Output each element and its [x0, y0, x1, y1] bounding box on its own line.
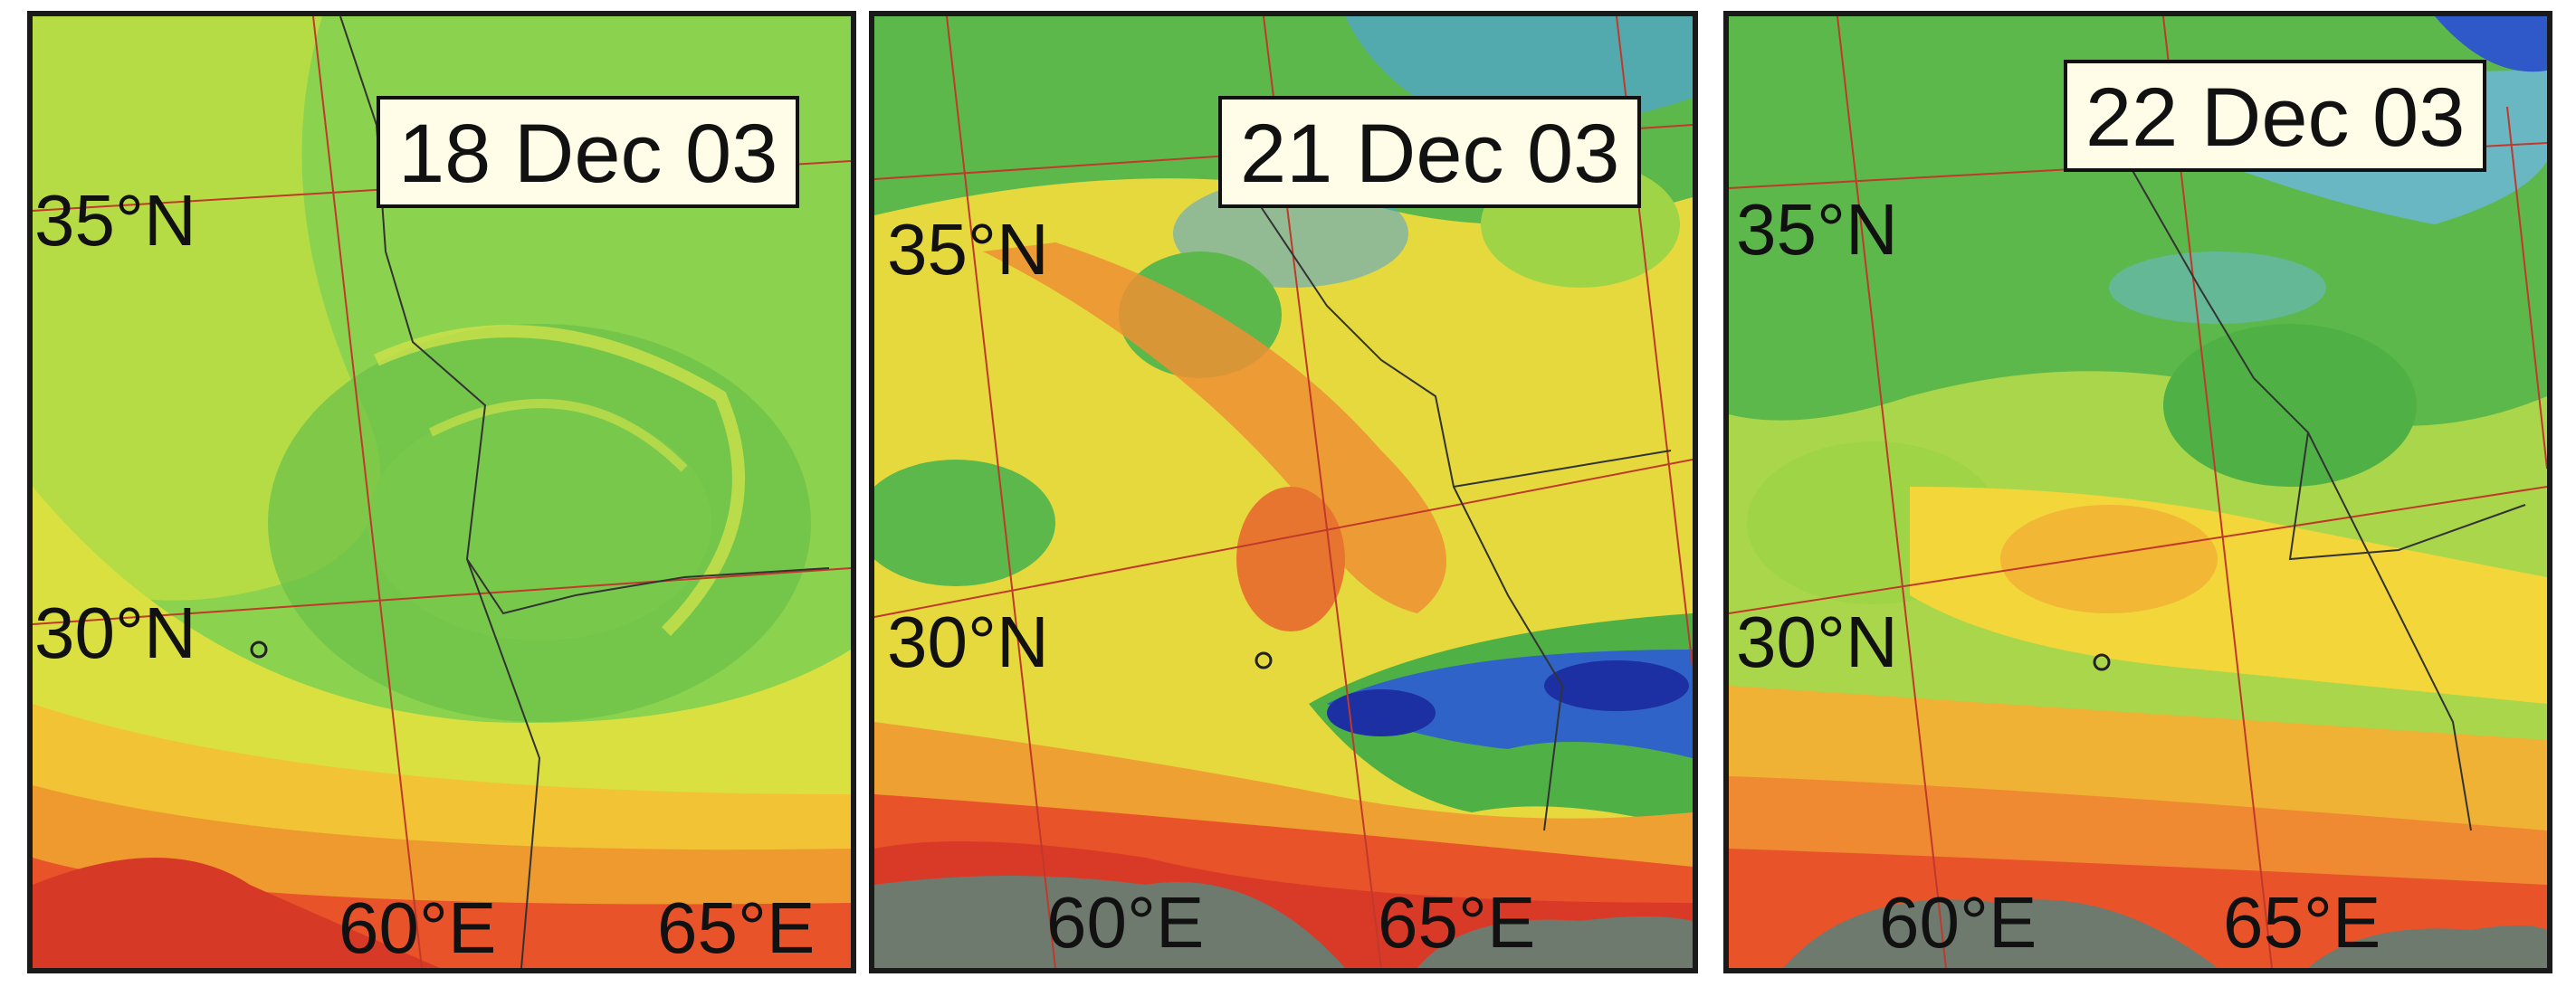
- satellite-panel-3: 22 Dec 03 35°N 30°N 60°E 65°E: [1723, 11, 2552, 973]
- date-label: 18 Dec 03: [377, 96, 800, 208]
- lon-label-60e: 60°E: [339, 887, 497, 968]
- date-label: 22 Dec 03: [2064, 60, 2487, 172]
- lat-label-30n: 30°N: [887, 602, 1049, 682]
- lat-label-35n: 35°N: [887, 209, 1049, 289]
- lon-label-60e: 60°E: [1879, 882, 2037, 963]
- lat-label-35n: 35°N: [34, 180, 196, 261]
- lon-label-65e: 65°E: [657, 887, 816, 968]
- date-label: 21 Dec 03: [1218, 96, 1642, 208]
- satellite-panel-2: 21 Dec 03 35°N 30°N 60°E 65°E: [869, 11, 1698, 973]
- lat-label-35n: 35°N: [1736, 189, 1898, 270]
- lon-label-65e: 65°E: [1378, 882, 1536, 963]
- dust-field-map-3: [1729, 16, 2547, 968]
- lat-label-30n: 30°N: [34, 593, 196, 673]
- satellite-panel-1: 18 Dec 03 35°N 30°N 60°E 65°E: [27, 11, 856, 973]
- lon-label-60e: 60°E: [1046, 882, 1205, 963]
- lon-label-65e: 65°E: [2223, 882, 2381, 963]
- lat-label-30n: 30°N: [1736, 602, 1898, 682]
